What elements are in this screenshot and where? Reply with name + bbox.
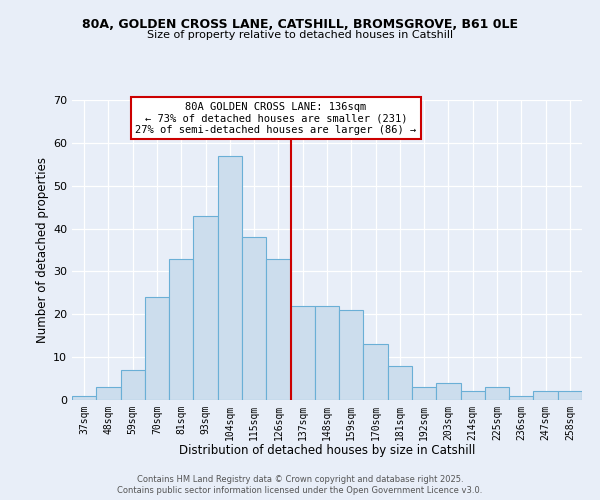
Bar <box>485 387 509 400</box>
Bar <box>339 310 364 400</box>
Bar <box>266 258 290 400</box>
Bar <box>96 387 121 400</box>
Bar <box>169 258 193 400</box>
Bar <box>388 366 412 400</box>
Bar <box>218 156 242 400</box>
Bar <box>558 392 582 400</box>
Bar <box>461 392 485 400</box>
Bar <box>121 370 145 400</box>
Y-axis label: Number of detached properties: Number of detached properties <box>36 157 49 343</box>
Bar <box>290 306 315 400</box>
Bar <box>242 237 266 400</box>
Bar <box>509 396 533 400</box>
Text: 80A, GOLDEN CROSS LANE, CATSHILL, BROMSGROVE, B61 0LE: 80A, GOLDEN CROSS LANE, CATSHILL, BROMSG… <box>82 18 518 30</box>
Bar <box>364 344 388 400</box>
Text: Size of property relative to detached houses in Catshill: Size of property relative to detached ho… <box>147 30 453 40</box>
X-axis label: Distribution of detached houses by size in Catshill: Distribution of detached houses by size … <box>179 444 475 458</box>
Text: 80A GOLDEN CROSS LANE: 136sqm
← 73% of detached houses are smaller (231)
27% of : 80A GOLDEN CROSS LANE: 136sqm ← 73% of d… <box>136 102 416 134</box>
Bar <box>145 297 169 400</box>
Bar <box>315 306 339 400</box>
Bar <box>533 392 558 400</box>
Text: Contains HM Land Registry data © Crown copyright and database right 2025.: Contains HM Land Registry data © Crown c… <box>137 475 463 484</box>
Bar <box>436 383 461 400</box>
Bar <box>193 216 218 400</box>
Bar <box>72 396 96 400</box>
Bar <box>412 387 436 400</box>
Text: Contains public sector information licensed under the Open Government Licence v3: Contains public sector information licen… <box>118 486 482 495</box>
